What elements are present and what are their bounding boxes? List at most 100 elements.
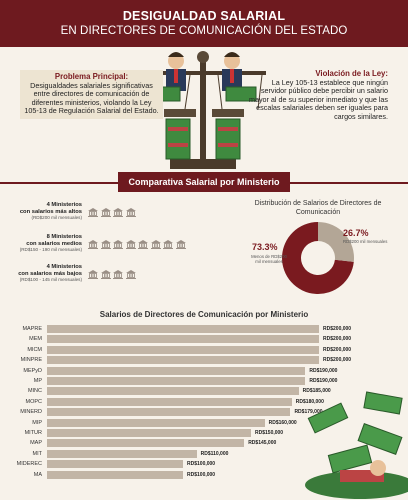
- ministry-building-icon: [100, 208, 111, 217]
- bar-value-label: RD$100,000: [187, 471, 216, 478]
- violation-box: Violación de la Ley: La Ley 105-13 estab…: [248, 69, 388, 122]
- bar-category-label: MAPRE: [22, 326, 42, 332]
- bar-category-label: MINERD: [20, 409, 42, 416]
- bar-value-label: RD$200,000: [323, 326, 352, 332]
- bar-category-label: MA: [33, 471, 42, 478]
- bar-row: MA RD$100,000: [0, 470, 408, 480]
- ministry-building-icon: [88, 208, 98, 217]
- salary-bar: [47, 387, 299, 396]
- bar-row: MEPyD RD$190,000: [0, 366, 408, 376]
- money-pile-illustration: [305, 391, 408, 499]
- bar-value-label: RD$145,000: [248, 440, 277, 447]
- salary-bar: [47, 439, 245, 448]
- ministry-building-icon: [100, 270, 111, 279]
- salary-bar: [47, 429, 251, 437]
- salary-bar: [47, 460, 183, 469]
- salary-bar: [47, 470, 183, 479]
- bar-chart-title: Salarios de Directores de Comunicación p…: [99, 310, 309, 319]
- banner-title: Comparativa Salarial por Ministerio: [118, 172, 290, 192]
- ministry-building-icon: [113, 270, 123, 279]
- bar-row: MINC RD$185,000: [0, 386, 408, 396]
- bar-category-label: MAP: [30, 440, 42, 447]
- bar-value-label: RD$179,000: [294, 409, 323, 416]
- bar-category-label: MINC: [27, 388, 42, 395]
- salary-bar: [47, 377, 306, 385]
- bar-category-label: MIDEREC: [16, 461, 42, 468]
- group-low-label: 4 Ministerios con salarios más bajos (RD$…: [18, 264, 82, 283]
- salary-bar: [47, 449, 197, 458]
- bar-value-label: RD$160,000: [268, 419, 297, 426]
- group-high-label: 4 Ministerios con salarios más altos (RD$…: [19, 202, 82, 221]
- bar-category-label: MINPRE: [20, 357, 42, 364]
- bar-value-label: RD$200,000: [323, 336, 352, 343]
- group-low: 4 Ministerios con salarios más bajos (RD$…: [0, 264, 250, 294]
- salary-donut-chart: [282, 222, 354, 294]
- ministry-building-icon: [163, 240, 173, 249]
- donut-small-label: RD$200 mil mensuales: [343, 239, 388, 244]
- bar-category-label: MICM: [27, 346, 42, 353]
- bar-row: MEM RD$200,000: [0, 334, 408, 344]
- bar-value-label: RD$190,000: [309, 367, 338, 374]
- salary-bar: [47, 366, 306, 375]
- ministry-building-icon: [113, 208, 123, 217]
- donut-slice-200k: [318, 222, 354, 262]
- bar-category-label: MEPyD: [23, 367, 42, 374]
- bar-value-label: RD$180,000: [295, 398, 324, 405]
- problem-text: Desigualdades salariales significativas …: [24, 80, 159, 116]
- bar-value-label: RD$200,000: [323, 346, 352, 353]
- donut-title: Distribución de Salarios de Directores d…: [254, 200, 382, 216]
- bar-value-label: RD$150,000: [255, 430, 284, 436]
- bar-value-label: RD$190,000: [309, 378, 338, 384]
- group-high: 4 Ministerios con salarios más altos (RD$…: [0, 202, 250, 232]
- bar-row: MICM RD$200,000: [0, 345, 408, 355]
- group-mid-label: 8 Ministerios con salarios medios (RD$150…: [19, 234, 82, 253]
- bar-category-label: MOPC: [25, 398, 43, 405]
- bar-row: MIDEREC RD$100,000: [0, 459, 408, 469]
- bar-category-label: MIP: [32, 419, 42, 426]
- salary-bar: [47, 325, 319, 333]
- bar-row: MAPRE RD$200,000: [0, 324, 408, 334]
- ministry-building-icon: [88, 270, 98, 279]
- bar-row: MOPC RD$180,000: [0, 397, 408, 407]
- banner-line-right: [290, 182, 408, 184]
- ministry-building-icon: [175, 240, 186, 249]
- salary-bar: [47, 345, 319, 354]
- ministry-building-icon: [88, 240, 98, 249]
- salary-bar: [47, 335, 319, 344]
- bar-row: MAP RD$145,000: [0, 438, 408, 448]
- ministry-building-icon: [113, 240, 123, 249]
- salary-bar: [47, 397, 292, 406]
- bar-row: MP RD$190,000: [0, 376, 408, 386]
- ministry-building-icon: [100, 240, 111, 249]
- bar-category-label: MP: [33, 378, 42, 384]
- header-banner: DESIGUALDAD SALARIAL EN DIRECTORES DE CO…: [0, 0, 408, 47]
- banner-line-left: [0, 182, 118, 184]
- salary-bar: [47, 356, 319, 365]
- bar-category-label: MIT: [32, 450, 42, 457]
- ministry-building-icon: [138, 240, 148, 249]
- donut-large-pct: 73.3%: [252, 242, 278, 252]
- donut-small-pct: 26.7%: [343, 228, 369, 238]
- section-banner: Comparativa Salarial por Ministerio: [0, 172, 408, 192]
- problem-title: Problema Principal:: [54, 72, 129, 81]
- donut-slice-below-200k: [282, 222, 354, 294]
- bar-row: MITUR RD$150,000: [0, 428, 408, 438]
- bar-value-label: RD$200,000: [323, 357, 352, 364]
- bar-row: MIT RD$110,000: [0, 449, 408, 459]
- bar-category-label: MEM: [29, 336, 42, 343]
- ministry-building-icon: [150, 240, 161, 249]
- bar-row: MIP RD$160,000: [0, 418, 408, 428]
- bar-value-label: RD$185,000: [302, 388, 331, 395]
- bar-value-label: RD$100,000: [187, 461, 216, 468]
- salary-bar: [47, 418, 265, 427]
- balance-scale-illustration: [140, 51, 266, 169]
- bar-category-label: MITUR: [24, 430, 42, 436]
- bar-value-label: RD$110,000: [200, 450, 229, 457]
- violation-title: Violación de la Ley:: [315, 69, 388, 78]
- group-mid: 8 Ministerios con salarios medios (RD$150…: [0, 234, 250, 264]
- salary-bar: [47, 408, 291, 417]
- bar-row: MINERD RD$179,000: [0, 407, 408, 417]
- page-title: DESIGUALDAD SALARIAL: [122, 9, 286, 23]
- problem-box: Problema Principal: Desigualdades salari…: [20, 70, 163, 119]
- page-subtitle: EN DIRECTORES DE COMUNICACIÓN DEL ESTADO: [60, 25, 348, 37]
